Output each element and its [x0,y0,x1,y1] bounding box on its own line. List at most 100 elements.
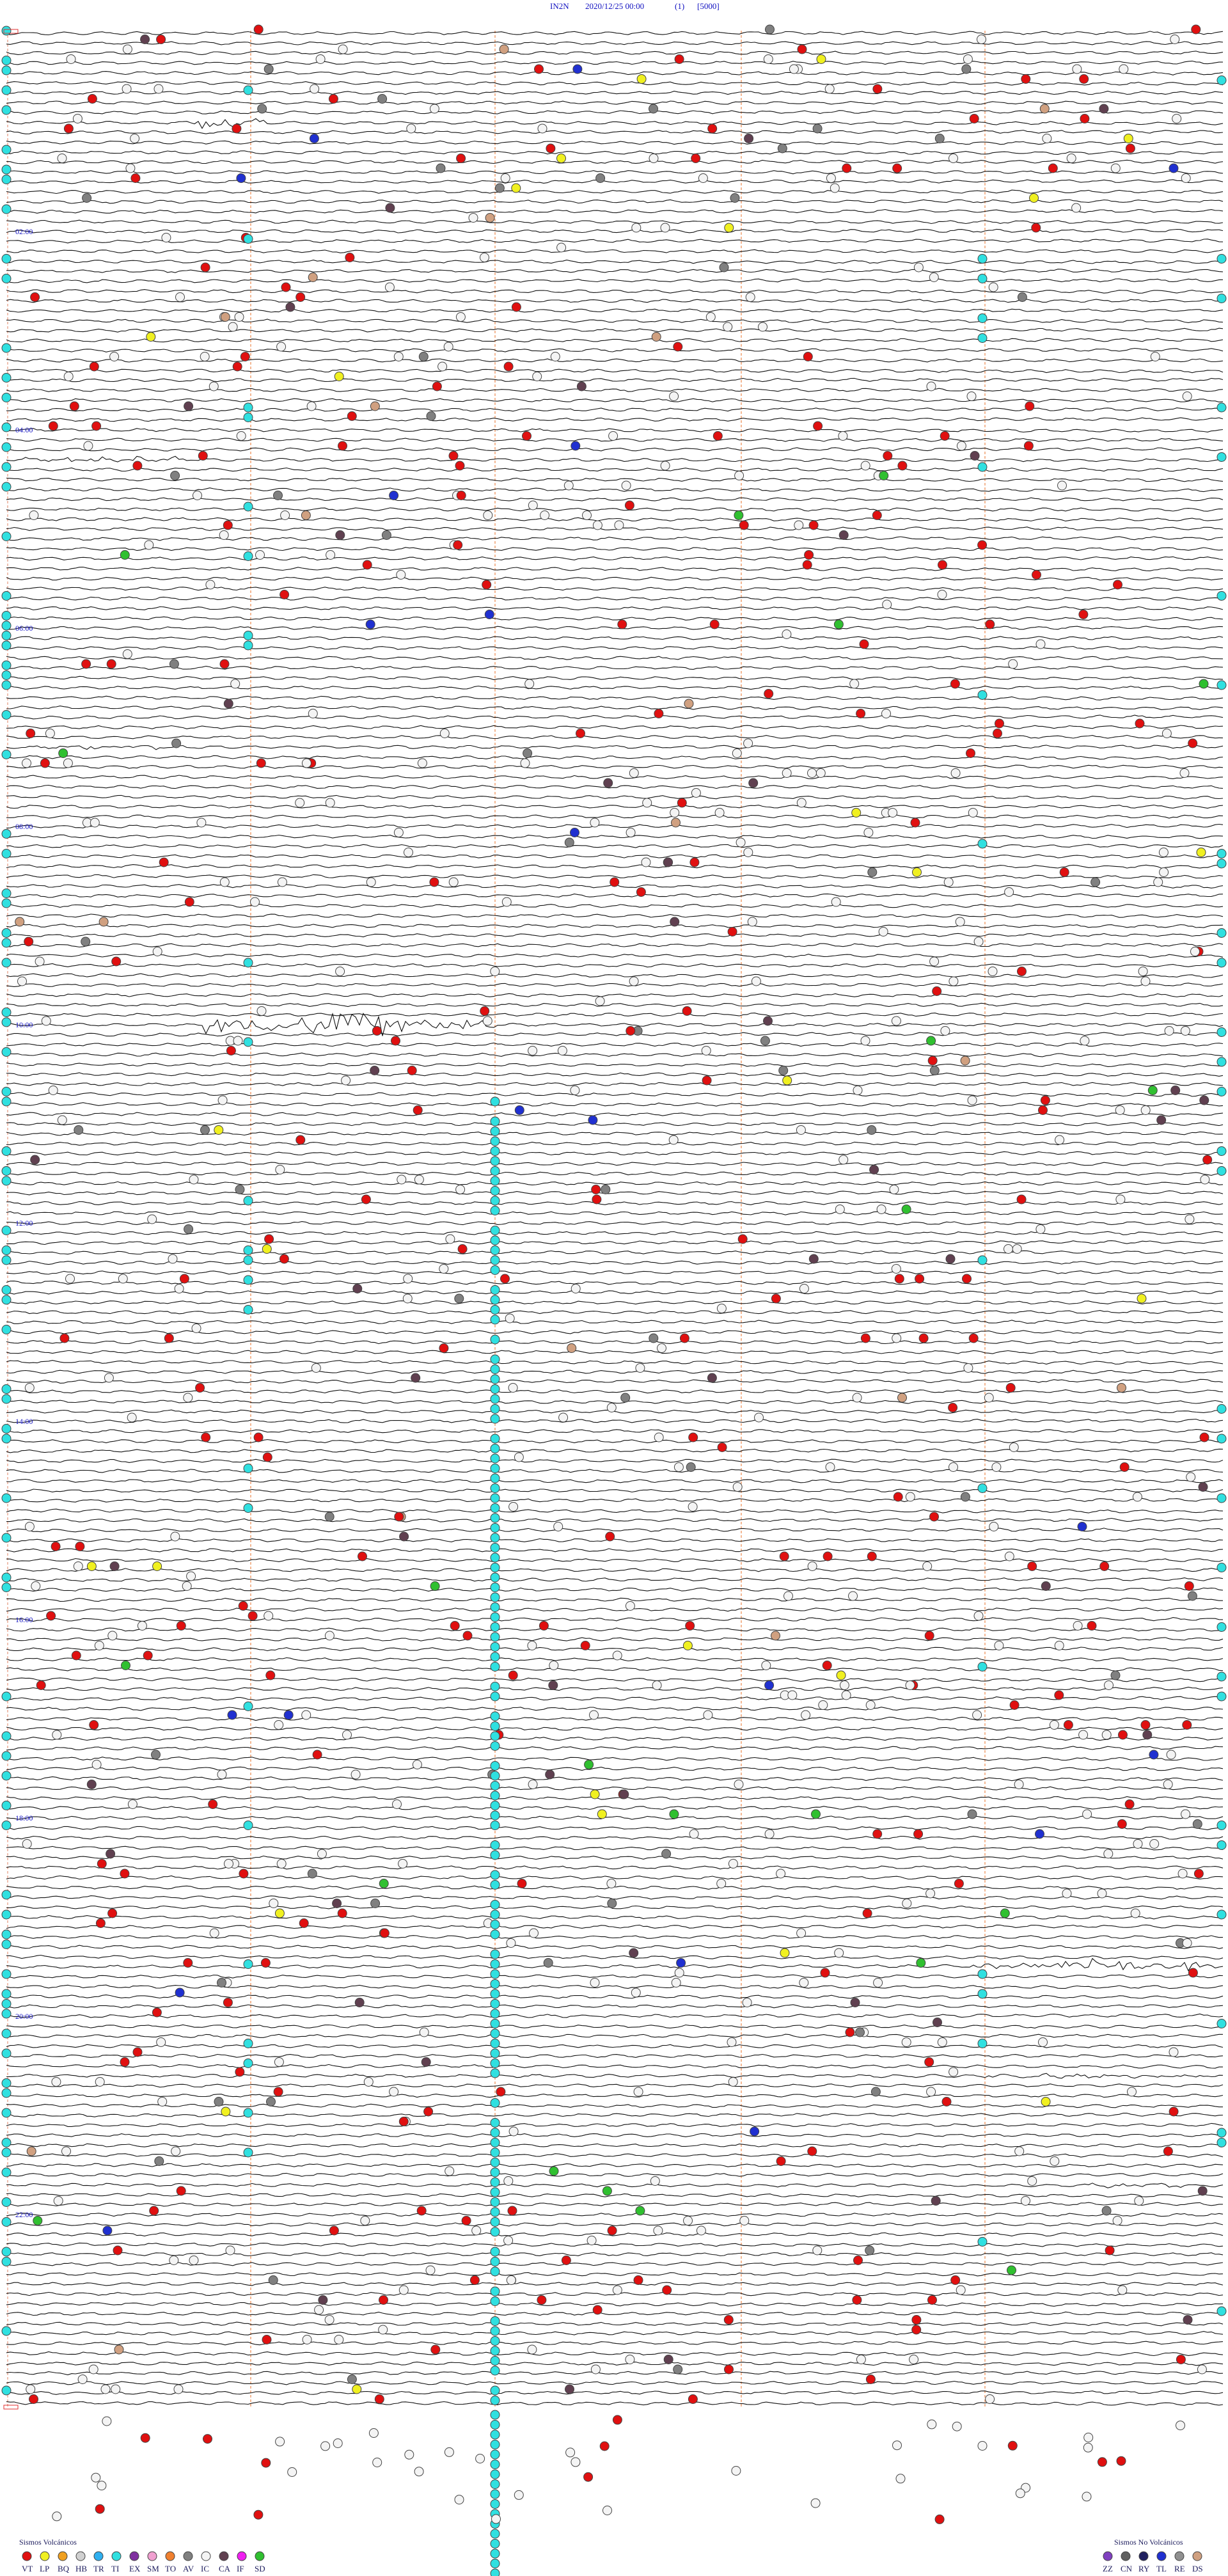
event [276,342,287,352]
trace [6,1865,1224,1870]
hour-label: 18:00 [15,1813,33,1822]
event [523,748,533,758]
event [1,1255,12,1265]
legend-swatch [165,2551,175,2561]
event [912,867,922,877]
event [243,1196,253,1206]
event [1054,1641,1064,1650]
event [925,1888,936,1899]
event [40,758,50,768]
event [1054,1690,1064,1700]
event [1057,480,1067,491]
event [363,2077,374,2087]
event [834,1948,844,1958]
event [1,958,12,968]
event [72,114,83,123]
event [1,1821,12,1830]
event [607,2225,617,2236]
event [988,967,998,976]
event [818,1700,828,1710]
event [490,2227,500,2237]
event [771,1631,780,1641]
event [176,2186,186,2196]
trace [6,1360,1224,1365]
event [1039,104,1050,114]
event [545,1769,555,1780]
event [1,343,12,353]
event [240,352,250,361]
event [764,689,774,699]
event [949,154,958,163]
event [588,1115,598,1125]
event [490,2326,500,2336]
event [1071,203,1082,213]
event [490,1136,500,1146]
event [146,332,156,342]
event [1016,1194,1027,1205]
event [461,2216,471,2225]
event [1150,352,1160,361]
event [394,1512,404,1522]
event [328,94,338,104]
trace [6,1835,1224,1840]
event [508,1383,518,1393]
event [490,2568,500,2576]
event [152,947,162,956]
event [918,1333,929,1343]
event [490,1553,500,1563]
event [913,1829,924,1839]
event [929,1066,940,1075]
event [1,482,12,492]
event [147,1214,157,1224]
trace [6,1984,1224,1989]
event [484,610,494,619]
trace [6,1607,1224,1612]
trace [6,118,1224,129]
event [933,2018,942,2027]
event [24,936,34,947]
event [225,2245,235,2256]
event [30,292,40,302]
event [490,2167,500,2177]
event [754,1412,764,1423]
event [1170,35,1180,44]
event [379,2295,388,2305]
event [333,2438,343,2448]
event [1,1384,12,1394]
trace [6,1151,1224,1156]
event [1,1226,12,1235]
event [1161,729,1172,738]
event [1,422,12,432]
event [1187,1591,1197,1601]
event [268,2275,278,2285]
event [490,1483,500,1493]
event [1216,858,1227,869]
trace [6,1012,1224,1017]
event [490,1821,500,1830]
event [506,1938,516,1948]
event [776,2156,786,2166]
event [636,887,646,897]
event [703,1710,713,1720]
event [456,491,466,500]
event [490,1513,500,1523]
event [934,2514,945,2524]
event [1196,848,1206,857]
event [208,1799,218,1809]
event [507,2206,517,2216]
trace [6,2331,1224,2335]
event [1000,1908,1010,1918]
event [1042,134,1052,143]
event [490,2286,500,2296]
trace [6,1320,1224,1324]
event [988,282,998,292]
trace [6,775,1224,780]
event [1099,1561,1110,1571]
trace [6,2112,1224,2117]
trace [6,259,1224,264]
trace [6,2172,1224,2177]
event [173,2384,184,2394]
event [1048,163,1058,173]
event [490,1374,500,1384]
event [1105,2245,1115,2256]
